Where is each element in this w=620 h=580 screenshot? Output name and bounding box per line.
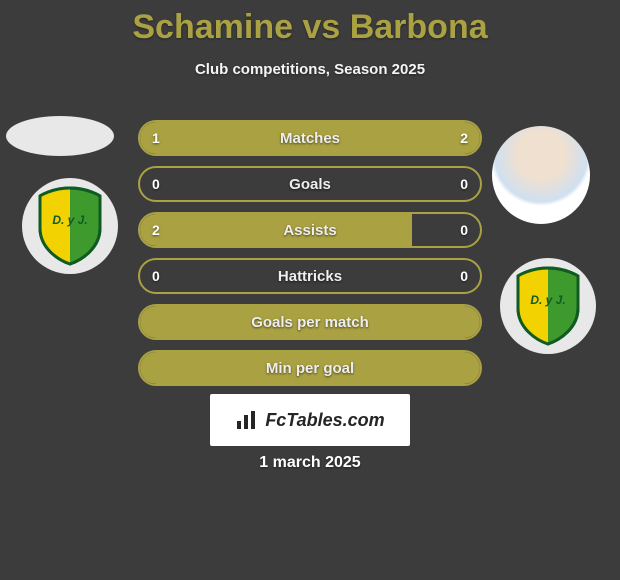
player-left-club-badge: D. y J.: [22, 178, 118, 274]
stat-row: 20Assists: [138, 212, 482, 248]
shield-icon: D. y J.: [34, 186, 106, 266]
stat-label: Matches: [140, 130, 480, 147]
footer-date: 1 march 2025: [0, 454, 620, 472]
stat-label: Goals per match: [140, 314, 480, 331]
stat-row: 12Matches: [138, 120, 482, 156]
stat-label: Hattricks: [140, 268, 480, 285]
svg-text:D. y J.: D. y J.: [530, 293, 565, 307]
chart-col-icon: [235, 409, 257, 431]
stat-row: Goals per match: [138, 304, 482, 340]
stat-label: Min per goal: [140, 360, 480, 377]
stat-row: 00Hattricks: [138, 258, 482, 294]
stat-row: 00Goals: [138, 166, 482, 202]
stat-label: Assists: [140, 222, 480, 239]
player-right-avatar: [492, 126, 590, 224]
page-title: Schamine vs Barbona: [0, 0, 620, 47]
player-right-club-badge: D. y J.: [500, 258, 596, 354]
stat-row: Min per goal: [138, 350, 482, 386]
page-subtitle: Club competitions, Season 2025: [0, 61, 620, 78]
svg-text:D. y J.: D. y J.: [52, 213, 87, 227]
branding-text: FcTables.com: [265, 410, 384, 431]
stats-list: 12Matches 00Goals 20Assists 00Hattricks Goal…: [138, 120, 482, 396]
shield-icon: D. y J.: [512, 266, 584, 346]
branding-badge: FcTables.com: [210, 394, 410, 446]
player-left-avatar: [6, 116, 114, 156]
stat-label: Goals: [140, 176, 480, 193]
